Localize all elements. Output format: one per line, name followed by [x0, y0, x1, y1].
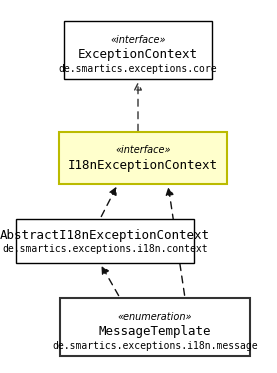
- Text: de.smartics.exceptions.i18n.message: de.smartics.exceptions.i18n.message: [52, 341, 258, 351]
- Text: MessageTemplate: MessageTemplate: [99, 325, 211, 338]
- Text: «enumeration»: «enumeration»: [118, 311, 192, 322]
- Text: AbstractI18nExceptionContext: AbstractI18nExceptionContext: [0, 229, 210, 242]
- Text: «interface»: «interface»: [115, 145, 171, 155]
- Bar: [59, 132, 227, 184]
- Bar: [60, 298, 250, 356]
- Text: I18nExceptionContext: I18nExceptionContext: [68, 159, 218, 172]
- Text: de.smartics.exceptions.core: de.smartics.exceptions.core: [59, 64, 217, 74]
- Bar: [64, 21, 212, 79]
- Text: «interface»: «interface»: [110, 35, 166, 44]
- Bar: [16, 219, 194, 263]
- Text: de.smartics.exceptions.i18n.context: de.smartics.exceptions.i18n.context: [2, 244, 208, 254]
- Text: ExceptionContext: ExceptionContext: [78, 48, 198, 61]
